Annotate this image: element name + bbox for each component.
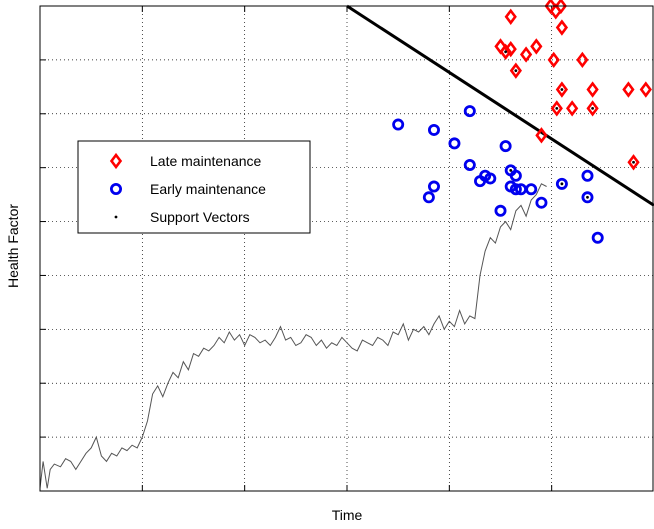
- legend: Late maintenance Early maintenance Suppo…: [77, 140, 311, 234]
- early-maintenance-point: [555, 177, 568, 190]
- late-maintenance-point: [504, 40, 517, 58]
- early-maintenance-point: [484, 172, 497, 185]
- support-vector-point: [591, 106, 594, 110]
- trace-layer: [39, 183, 547, 489]
- support-vector-point: [514, 69, 518, 73]
- support-vector-point: [504, 50, 508, 54]
- y-axis-label: Health Factor: [5, 204, 21, 288]
- early-maintenance-point: [392, 118, 405, 131]
- early-maintenance-point: [494, 204, 507, 217]
- late-maintenance-point: [504, 8, 517, 25]
- late-maintenance-point: [576, 51, 589, 69]
- decision-boundary-layer: [346, 4, 654, 207]
- late-maintenance-point: [639, 81, 652, 98]
- legend-label-late: Late maintenance: [150, 153, 262, 169]
- late-maintenance-point: [519, 46, 533, 63]
- early-maintenance-point: [427, 180, 440, 193]
- legend-marker-early: [110, 182, 123, 195]
- early-maintenance-point: [581, 169, 594, 182]
- late-maintenance-point: [555, 19, 569, 36]
- early-maintenance-point: [499, 140, 512, 153]
- plot-frame: [39, 5, 654, 492]
- points-layer: [392, 0, 652, 244]
- late-maintenance-point: [566, 100, 579, 117]
- trace-line: [39, 183, 547, 489]
- late-maintenance-point: [509, 62, 522, 79]
- legend-label-early: Early maintenance: [150, 181, 266, 197]
- support-vector-point: [560, 88, 564, 91]
- early-maintenance-point: [427, 123, 440, 136]
- early-maintenance-point: [509, 169, 522, 182]
- legend-label-support: Support Vectors: [150, 209, 250, 225]
- support-vector-point: [555, 106, 559, 110]
- late-maintenance-point: [622, 81, 635, 98]
- early-maintenance-point: [525, 183, 538, 196]
- late-maintenance-point: [535, 127, 548, 144]
- support-vector-point: [586, 195, 589, 199]
- late-maintenance-point: [499, 43, 512, 60]
- early-maintenance-point: [463, 105, 476, 118]
- support-vector-point: [632, 160, 635, 164]
- late-maintenance-point: [627, 154, 640, 171]
- support-vector-point: [509, 168, 513, 172]
- legend-markers: [109, 152, 123, 219]
- late-maintenance-point: [547, 51, 560, 69]
- late-maintenance-point: [530, 38, 543, 55]
- late-maintenance-point: [586, 100, 599, 117]
- grid-lines: [40, 6, 654, 491]
- late-maintenance-point: [550, 100, 563, 117]
- support-vector-point: [560, 182, 564, 186]
- early-maintenance-point: [509, 183, 522, 196]
- early-maintenance-point: [448, 137, 461, 150]
- early-maintenance-point: [581, 191, 594, 204]
- legend-marker-late: [109, 152, 123, 170]
- late-maintenance-point: [586, 81, 599, 98]
- early-maintenance-point: [463, 158, 476, 171]
- x-axis-label: Time: [332, 507, 363, 523]
- axis-ticks: [40, 6, 553, 491]
- late-maintenance-point: [549, 3, 562, 20]
- early-maintenance-point: [422, 191, 435, 204]
- early-maintenance-point: [591, 231, 604, 244]
- legend-marker-support: [114, 215, 118, 219]
- early-maintenance-point: [535, 196, 548, 209]
- decision-boundary-line: [346, 4, 654, 207]
- late-maintenance-point: [555, 81, 569, 98]
